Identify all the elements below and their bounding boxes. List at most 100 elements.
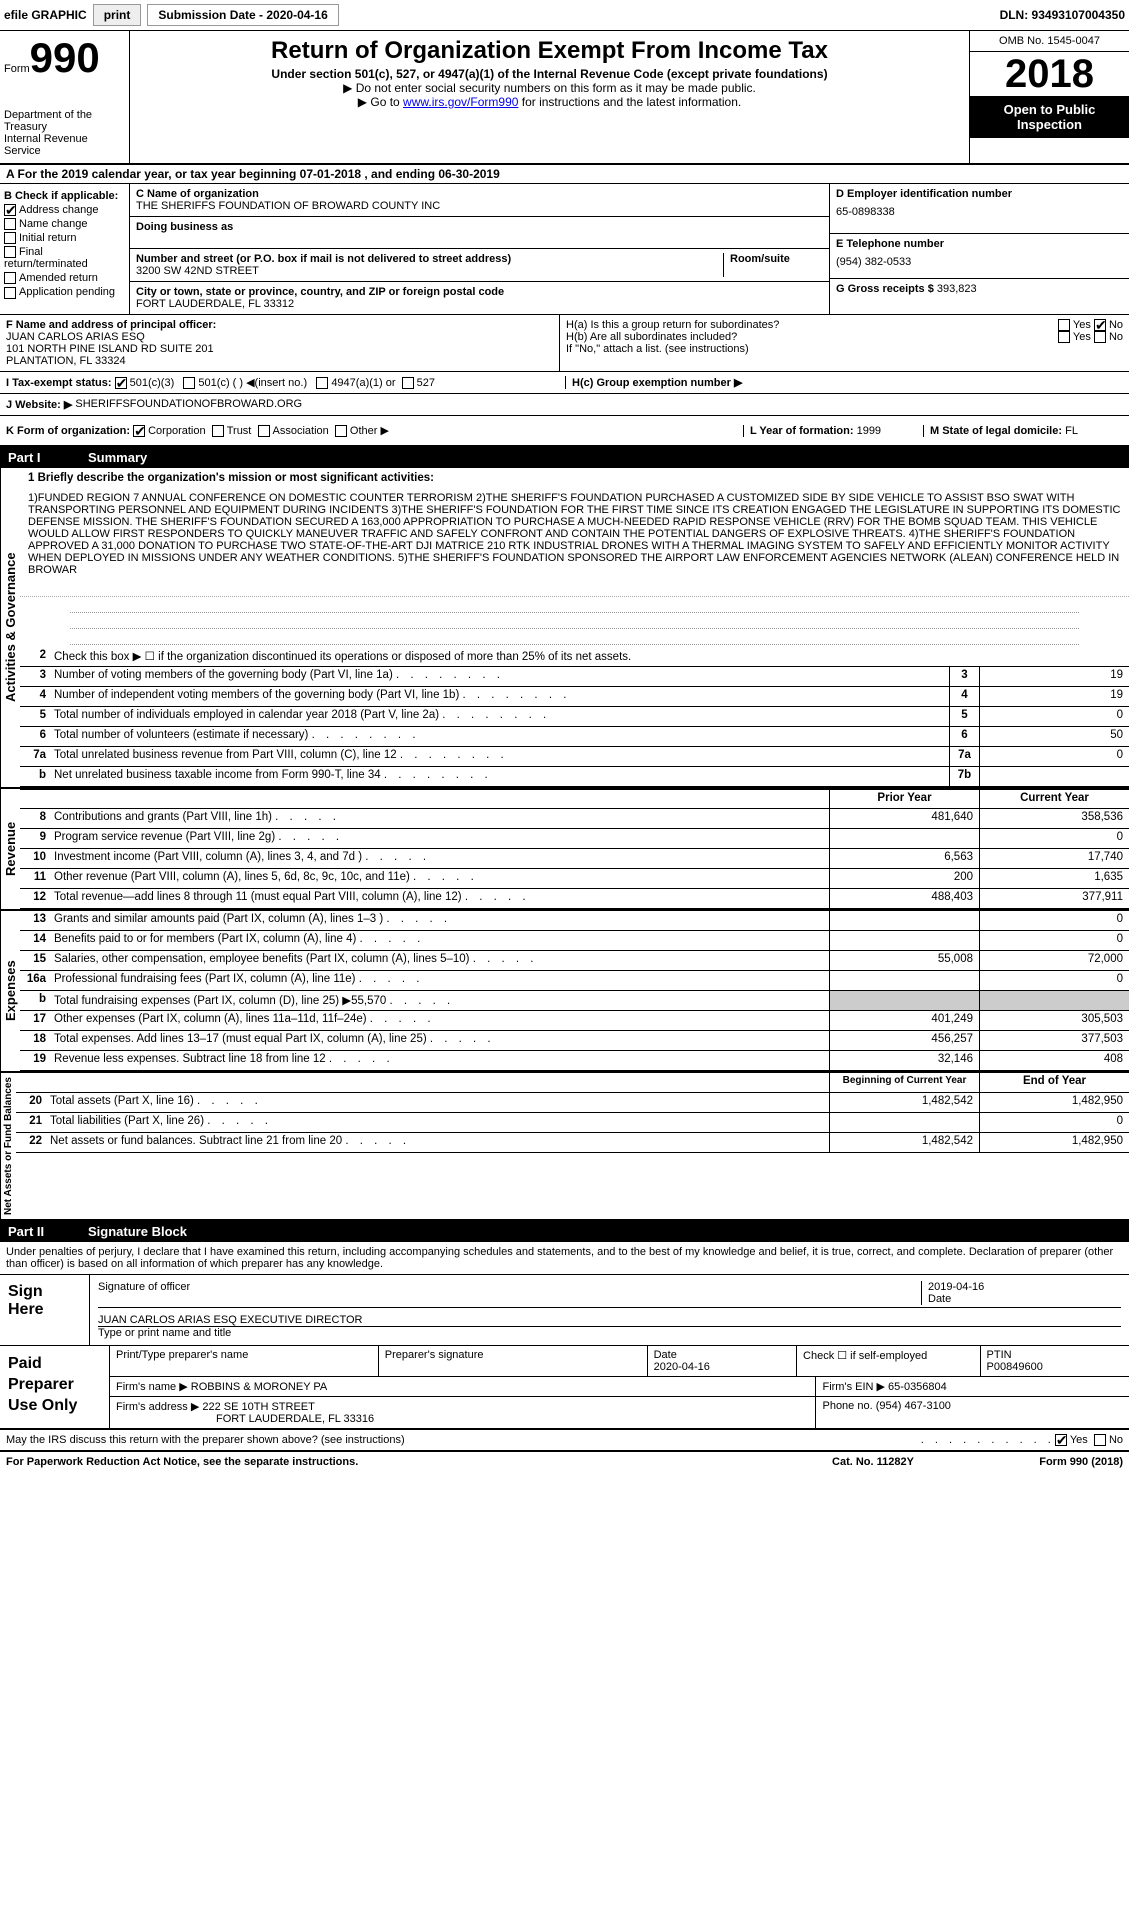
line-desc: Benefits paid to or for members (Part IX… — [50, 931, 829, 950]
checkbox-icon[interactable] — [258, 425, 270, 437]
checkbox-icon[interactable] — [4, 232, 16, 244]
line-current: 0 — [979, 911, 1129, 930]
room-label: Room/suite — [730, 253, 823, 265]
sig-name-cell: JUAN CARLOS ARIAS ESQ EXECUTIVE DIRECTOR… — [98, 1314, 1121, 1339]
line-current: 17,740 — [979, 849, 1129, 868]
summary-line: 6Total number of volunteers (estimate if… — [20, 727, 1129, 747]
summary-line: 5Total number of individuals employed in… — [20, 707, 1129, 727]
line-current: 1,482,950 — [979, 1133, 1129, 1152]
line-desc: Number of independent voting members of … — [50, 687, 949, 706]
irs-link[interactable]: www.irs.gov/Form990 — [403, 95, 518, 109]
form-subtitle: Under section 501(c), 527, or 4947(a)(1)… — [138, 67, 961, 81]
checkbox-icon[interactable] — [1058, 331, 1070, 343]
summary-line: 21Total liabilities (Part X, line 26) . … — [16, 1113, 1129, 1133]
part2-label: Part II — [8, 1224, 88, 1239]
cb-address-label: Address change — [19, 204, 99, 216]
street-row: Number and street (or P.O. box if mail i… — [130, 249, 829, 282]
line-num: 22 — [16, 1133, 46, 1152]
checkbox-icon[interactable] — [115, 377, 127, 389]
form-word: Form — [4, 63, 30, 75]
line-num: 11 — [20, 869, 50, 888]
prior-year-hdr: Prior Year — [829, 790, 979, 808]
dln-label: DLN: 93493107004350 — [1000, 8, 1125, 22]
line-prior: 6,563 — [829, 849, 979, 868]
line-prior: 481,640 — [829, 809, 979, 828]
checkbox-icon[interactable] — [4, 246, 16, 258]
part1-title: Summary — [88, 450, 147, 465]
line-num: 15 — [20, 951, 50, 970]
discuss-label: May the IRS discuss this return with the… — [6, 1434, 921, 1446]
summary-line: 16aProfessional fundraising fees (Part I… — [20, 971, 1129, 991]
line-current: 72,000 — [979, 951, 1129, 970]
revenue-header-row: Prior Year Current Year — [20, 789, 1129, 809]
no-label: No — [1109, 331, 1123, 343]
checkbox-icon[interactable] — [183, 377, 195, 389]
prep-date-label: Date — [654, 1349, 790, 1361]
begin-year-hdr: Beginning of Current Year — [829, 1073, 979, 1092]
officer-row: F Name and address of principal officer:… — [0, 315, 1129, 372]
yes-label: Yes — [1070, 1434, 1088, 1446]
line-prior: 55,008 — [829, 951, 979, 970]
line-box: 4 — [949, 687, 979, 706]
city-label: City or town, state or province, country… — [136, 286, 823, 298]
checkbox-icon[interactable] — [402, 377, 414, 389]
line-desc: Salaries, other compensation, employee b… — [50, 951, 829, 970]
firm-addr2: FORT LAUDERDALE, FL 33316 — [116, 1413, 809, 1425]
line-desc: Total fundraising expenses (Part IX, col… — [50, 991, 829, 1010]
summary-line: 22Net assets or fund balances. Subtract … — [16, 1133, 1129, 1153]
line-desc: Net assets or fund balances. Subtract li… — [46, 1133, 829, 1152]
tax-status-label: I Tax-exempt status: — [6, 377, 112, 389]
checkbox-icon[interactable] — [316, 377, 328, 389]
line-box: 7a — [949, 747, 979, 766]
ein-cell: D Employer identification number 65-0898… — [830, 184, 1129, 234]
checkbox-icon[interactable] — [1094, 319, 1106, 331]
line-prior — [829, 1113, 979, 1132]
expenses-vert-label: Expenses — [0, 911, 20, 1071]
year-formation-label: L Year of formation: — [750, 425, 854, 437]
summary-line: bNet unrelated business taxable income f… — [20, 767, 1129, 787]
expenses-content: 13Grants and similar amounts paid (Part … — [20, 911, 1129, 1071]
sig-name-line: JUAN CARLOS ARIAS ESQ EXECUTIVE DIRECTOR… — [98, 1312, 1121, 1341]
prep-date-cell: Date 2020-04-16 — [648, 1346, 797, 1376]
activities-section: Activities & Governance 1 Briefly descri… — [0, 468, 1129, 789]
checkbox-icon[interactable] — [4, 272, 16, 284]
checkbox-icon[interactable] — [212, 425, 224, 437]
sig-date-cell: 2019-04-16 Date — [921, 1281, 1121, 1305]
state-domicile-value: FL — [1065, 425, 1078, 437]
open-public-label: Open to Public Inspection — [970, 96, 1129, 138]
checkbox-icon[interactable] — [1055, 1434, 1067, 1446]
print-button[interactable]: print — [93, 4, 142, 26]
line-prior — [829, 971, 979, 990]
checkbox-icon[interactable] — [335, 425, 347, 437]
blank — [16, 1073, 46, 1092]
summary-line: 13Grants and similar amounts paid (Part … — [20, 911, 1129, 931]
checkbox-icon[interactable] — [1094, 1434, 1106, 1446]
checkbox-icon[interactable] — [4, 204, 16, 216]
line-current: 377,503 — [979, 1031, 1129, 1050]
paperwork-label: For Paperwork Reduction Act Notice, see … — [6, 1456, 773, 1468]
gross-label: G Gross receipts $ — [836, 283, 934, 295]
prep-phone-label: Phone no. — [822, 1400, 872, 1412]
line-current: 408 — [979, 1051, 1129, 1070]
checkbox-icon[interactable] — [4, 218, 16, 230]
checkbox-icon[interactable] — [4, 287, 16, 299]
checkbox-icon[interactable] — [1058, 319, 1070, 331]
checkbox-icon[interactable] — [133, 425, 145, 437]
line-desc: Total revenue—add lines 8 through 11 (mu… — [50, 889, 829, 908]
cb-amended-return: Amended return — [4, 272, 125, 284]
netassets-header-row: Beginning of Current Year End of Year — [16, 1073, 1129, 1093]
blank — [46, 1073, 829, 1092]
prep-print-label: Print/Type preparer's name — [110, 1346, 379, 1376]
line-box: 6 — [949, 727, 979, 746]
line-prior: 488,403 — [829, 889, 979, 908]
prep-phone-cell: Phone no. (954) 467-3100 — [816, 1397, 1129, 1428]
footer-row: For Paperwork Reduction Act Notice, see … — [0, 1450, 1129, 1472]
ein-label: D Employer identification number — [836, 188, 1123, 200]
blank-line — [70, 615, 1079, 629]
no-label: No — [1109, 1434, 1123, 1446]
part1-header: Part I Summary — [0, 447, 1129, 468]
checkbox-icon[interactable] — [1094, 331, 1106, 343]
line-num: 17 — [20, 1011, 50, 1030]
sig-intro: Under penalties of perjury, I declare th… — [0, 1242, 1129, 1275]
year-formation-value: 1999 — [857, 425, 881, 437]
